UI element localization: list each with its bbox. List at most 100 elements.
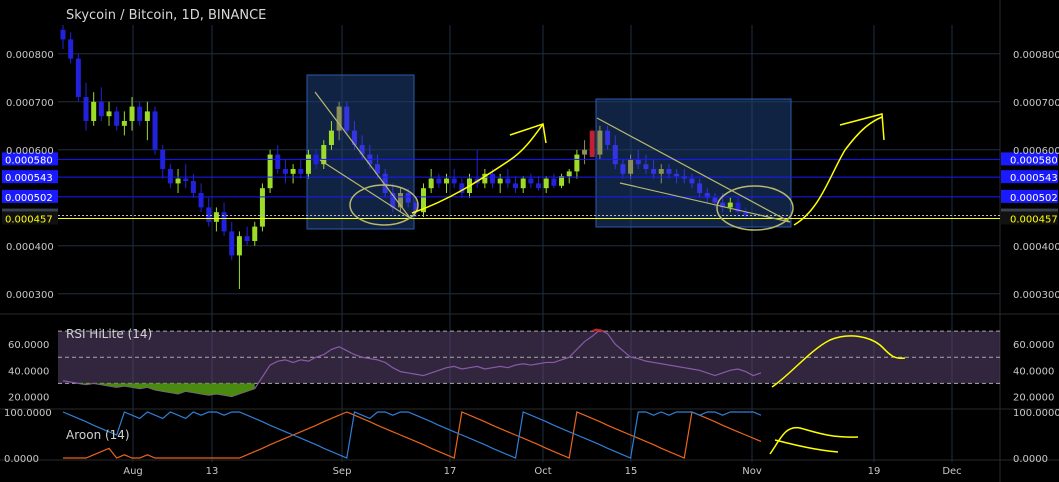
trendline: [619, 182, 791, 223]
candle-body: [83, 97, 89, 121]
candle-body: [374, 164, 380, 174]
candle-body: [520, 178, 526, 189]
candle-body: [221, 212, 227, 232]
trendline: [596, 117, 791, 223]
rsi-tick-right: 20.0000: [1013, 392, 1054, 403]
candle-body: [390, 193, 396, 208]
candle-body: [589, 130, 595, 157]
rsi-tick-left: 40.0000: [8, 366, 49, 377]
candle-body: [328, 130, 334, 145]
candle-body: [697, 183, 703, 193]
candle-body: [359, 145, 365, 155]
aroon-label: Aroon (14): [66, 428, 130, 442]
y-tick-label-left: 0.000300: [6, 290, 54, 301]
y-tick-label-right: 0.000700: [1013, 98, 1059, 109]
candle-body: [259, 188, 265, 227]
candle-body: [712, 197, 718, 203]
candle-body: [743, 212, 749, 216]
highlight-ellipse: [349, 184, 419, 226]
x-tick-label: Nov: [742, 466, 762, 477]
hand-drawings: [314, 91, 906, 455]
x-tick-label: Oct: [534, 466, 551, 477]
candle-body: [344, 106, 350, 131]
candle-body: [559, 176, 565, 186]
candle-body: [551, 178, 557, 186]
candle-body: [505, 178, 511, 184]
candle-body: [405, 193, 411, 203]
price-tag-left: [2, 189, 58, 203]
candle-body: [275, 154, 281, 169]
candle-body: [720, 202, 726, 208]
candle-body: [60, 29, 66, 40]
candle-body: [612, 145, 618, 165]
candle-body: [252, 226, 258, 241]
chart-title: Skycoin / Bitcoin, 1D, BINANCE: [66, 8, 267, 23]
candle-body: [152, 111, 158, 150]
y-tick-label-right: 0.000300: [1013, 290, 1059, 301]
price-tag-left: [2, 152, 58, 166]
candle-body: [114, 111, 120, 126]
candle-body: [444, 178, 449, 184]
price-tag-right: [1001, 189, 1058, 203]
y-tick-label-left: 0.000800: [6, 50, 54, 61]
aroon-tick-right: 0.0000: [1013, 454, 1048, 465]
aroon-panel: [62, 411, 762, 459]
x-tick-label: Dec: [942, 466, 961, 477]
candle-body: [213, 212, 219, 222]
arrow-head: [509, 123, 547, 144]
price-tag-left-text: 0.000502: [5, 193, 53, 204]
x-tick-label: 19: [868, 466, 881, 477]
candle-body: [428, 178, 434, 189]
y-tick-label-right: 0.000600: [1013, 146, 1059, 157]
trendline: [314, 91, 411, 219]
arrow-head: [839, 113, 885, 141]
candle-body: [651, 169, 657, 174]
candle-body: [236, 236, 242, 256]
candle-body: [229, 231, 235, 256]
x-tick-label: Aug: [123, 466, 143, 477]
candle-body: [605, 130, 611, 145]
candle-body: [190, 181, 196, 193]
candle-body: [643, 164, 649, 169]
candle-body: [106, 111, 112, 117]
candle-body: [689, 178, 695, 184]
rsi-tick-left: 20.0000: [8, 392, 49, 403]
x-tick-label: Sep: [333, 466, 352, 477]
y-tick-label-left: 0.000700: [6, 98, 54, 109]
candle-body: [566, 171, 572, 177]
candle-body: [298, 169, 304, 174]
aroon-projection: [774, 439, 839, 453]
candle-body: [735, 202, 741, 213]
rsi-tick-right: 60.0000: [1013, 340, 1054, 351]
candle-body: [244, 236, 250, 241]
x-tick-label: 13: [206, 466, 219, 477]
candle-body: [513, 183, 519, 189]
y-tick-label-right: 0.000800: [1013, 50, 1059, 61]
pattern-box: [595, 98, 792, 228]
candle-body: [321, 145, 327, 165]
candle-body: [628, 159, 634, 174]
candle-body: [704, 193, 710, 198]
price-tag-right: [1001, 170, 1058, 184]
aroon-projection: [769, 426, 859, 455]
candle-body: [451, 178, 457, 184]
candle-body: [482, 173, 488, 184]
rsi-oversold-fill: [63, 383, 255, 397]
highlight-ellipse: [716, 185, 794, 231]
candle-body: [290, 169, 296, 174]
rsi-line: [62, 329, 762, 398]
candle-body: [620, 164, 626, 174]
rsi-panel: [58, 328, 1000, 398]
candle-body: [536, 183, 542, 189]
candle-body: [267, 154, 273, 189]
candle-body: [68, 39, 74, 59]
candle-body: [175, 178, 181, 184]
price-tag-left-text: 0.000543: [5, 173, 53, 184]
y-tick-label-left: 0.000400: [6, 242, 54, 253]
candle-body: [528, 178, 534, 184]
aroon-line: [62, 411, 762, 459]
candle-body: [666, 169, 672, 174]
price-levels: 0.0005800.0005430.0005020.0004630.000457…: [2, 152, 1058, 225]
